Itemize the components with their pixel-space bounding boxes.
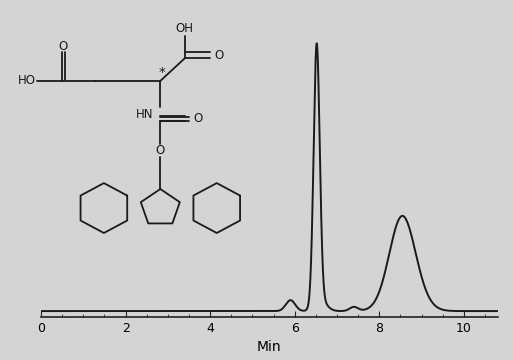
Text: HO: HO — [18, 75, 36, 87]
Text: O: O — [193, 112, 202, 125]
Text: O: O — [214, 49, 224, 62]
Text: *: * — [158, 66, 165, 79]
Text: OH: OH — [175, 22, 194, 35]
X-axis label: Min: Min — [257, 340, 282, 354]
Text: HN: HN — [136, 108, 154, 121]
Text: O: O — [155, 144, 165, 157]
Text: O: O — [58, 40, 68, 53]
